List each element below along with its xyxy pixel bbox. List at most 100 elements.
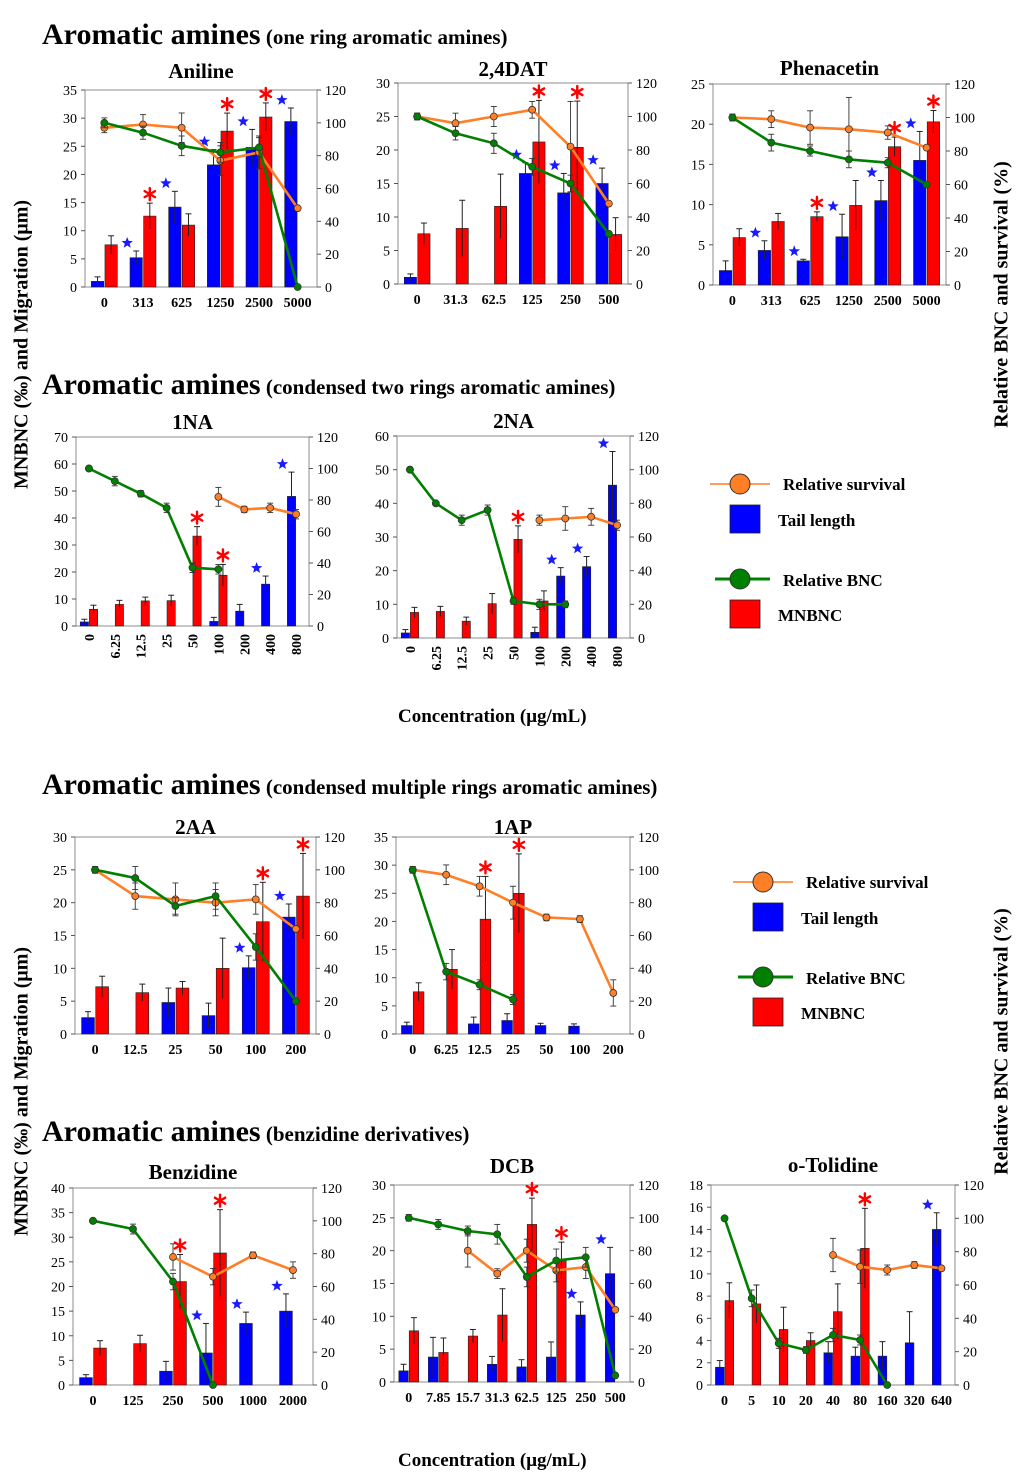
x-tick-label: 25 — [161, 634, 176, 648]
mnbnc-bar — [259, 116, 273, 288]
relative-bnc-point — [728, 113, 737, 122]
relative-survival-point — [575, 915, 584, 923]
left-tick-label: 15 — [53, 930, 67, 945]
x-tick-label: 0 — [729, 294, 736, 309]
right-tick-label: 20 — [325, 248, 339, 263]
concentration-label-bottom: Concentration (μg/mL) — [398, 1450, 587, 1471]
right-tick-label: 20 — [636, 245, 650, 260]
left-tick-label: 18 — [689, 1179, 703, 1194]
right-tick-label: 0 — [954, 279, 961, 294]
right-tick-label: 0 — [324, 1028, 331, 1043]
relative-survival-point — [240, 505, 249, 514]
x-tick-label: 0 — [404, 646, 419, 653]
relative-bnc-point — [406, 465, 414, 474]
x-tick-label: 250 — [575, 1391, 596, 1406]
right-tick-label: 80 — [954, 145, 968, 160]
significance-star — [510, 148, 523, 160]
right-tick-label: 20 — [317, 589, 331, 604]
right-tick-label: 120 — [317, 431, 338, 446]
relative-survival-point — [131, 892, 140, 900]
x-tick-label: 0 — [90, 1394, 97, 1409]
left-tick-label: 5 — [70, 253, 77, 268]
significance-asterisk — [927, 94, 940, 109]
relative-bnc-point — [720, 1214, 729, 1223]
mnbnc-bar — [467, 1335, 478, 1383]
relative-bnc-point — [509, 995, 517, 1004]
chart-2na: 2NA 0 10 20 30 40 50 60 0 20 40 60 80 100 120 0 6.25 12.5… — [375, 409, 659, 671]
left-tick-label: 15 — [376, 178, 390, 193]
significance-star — [237, 115, 249, 127]
significance-star — [788, 245, 800, 257]
legend-bnc-marker — [729, 568, 751, 590]
chart-title: Aniline — [168, 59, 233, 83]
x-tick-label: 6.25 — [109, 634, 124, 659]
x-tick-label: 62.5 — [482, 293, 507, 308]
left-tick-label: 16 — [689, 1201, 703, 1216]
right-tick-label: 100 — [638, 1212, 659, 1227]
relative-bnc-line — [411, 869, 514, 1001]
right-tick-label: 100 — [321, 1215, 342, 1230]
right-tick-label: 20 — [963, 1346, 977, 1361]
right-tick-label: 20 — [638, 1343, 652, 1358]
relative-survival-point — [542, 913, 551, 922]
relative-bnc-line — [416, 115, 610, 235]
significance-asterisk — [532, 84, 546, 99]
tail-length-bar — [932, 1229, 942, 1386]
relative-bnc-point — [188, 563, 197, 572]
left-tick-label: 30 — [372, 1179, 386, 1194]
relative-bnc-point — [110, 477, 119, 486]
relative-bnc-point — [561, 600, 570, 609]
relative-bnc-point — [552, 1256, 561, 1265]
relative-bnc-point — [489, 139, 498, 148]
significance-asterisk — [173, 1238, 187, 1253]
mnbnc-bar — [513, 539, 523, 639]
tail-length-bar — [245, 147, 259, 288]
x-tick-label: 313 — [133, 296, 154, 311]
x-tick-label: 100 — [569, 1043, 590, 1058]
left-tick-label: 30 — [376, 77, 390, 92]
relative-bnc-point — [91, 865, 99, 874]
left-tick-label: 0 — [379, 1376, 386, 1391]
relative-survival-line — [172, 1253, 294, 1279]
relative-survival-point — [609, 989, 618, 997]
legend-survival-label: Relative survival — [806, 873, 929, 892]
relative-bnc-point — [522, 1273, 531, 1281]
x-tick-label: 500 — [605, 1391, 626, 1406]
x-tick-label: 25 — [482, 646, 497, 660]
right-tick-label: 60 — [324, 930, 338, 945]
x-tick-label: 0 — [721, 1394, 728, 1409]
x-tick-label: 0 — [405, 1391, 412, 1406]
left-tick-label: 70 — [54, 431, 68, 446]
x-tick-label: 12.5 — [135, 634, 150, 659]
left-tick-label: 10 — [691, 199, 705, 214]
relative-survival-point — [613, 521, 621, 530]
relative-bnc-point — [747, 1294, 756, 1303]
left-tick-label: 0 — [70, 281, 77, 296]
significance-asterisk — [525, 1181, 539, 1197]
x-tick-label: 200 — [238, 634, 253, 655]
chart-title: DCB — [490, 1154, 534, 1178]
significance-asterisk — [888, 120, 901, 136]
right-tick-label: 20 — [638, 598, 652, 613]
left-tick-label: 20 — [374, 915, 388, 930]
right-tick-label: 80 — [638, 1245, 652, 1260]
relative-survival-point — [566, 142, 575, 151]
left-tick-label: 5 — [383, 245, 390, 260]
chart-otolidine: o-Tolidine024681012141618020406080100120… — [689, 1153, 984, 1409]
relative-survival-point — [475, 882, 484, 891]
left-tick-label: 30 — [63, 112, 77, 127]
significance-star — [234, 941, 246, 953]
relative-survival-point — [910, 1261, 919, 1269]
significance-asterisk — [220, 96, 234, 112]
x-tick-label: 2500 — [874, 294, 902, 309]
x-tick-label: 7.85 — [426, 1391, 451, 1406]
relative-bnc-point — [604, 229, 613, 238]
relative-bnc-point — [509, 597, 518, 605]
x-tick-label: 0 — [409, 1043, 416, 1058]
left-tick-label: 20 — [63, 168, 77, 183]
legend-mnbnc-swatch — [752, 997, 784, 1027]
x-tick-label: 0 — [83, 634, 98, 641]
right-tick-label: 0 — [321, 1379, 328, 1394]
relative-bnc-point — [922, 180, 931, 189]
relative-bnc-point — [216, 148, 225, 157]
